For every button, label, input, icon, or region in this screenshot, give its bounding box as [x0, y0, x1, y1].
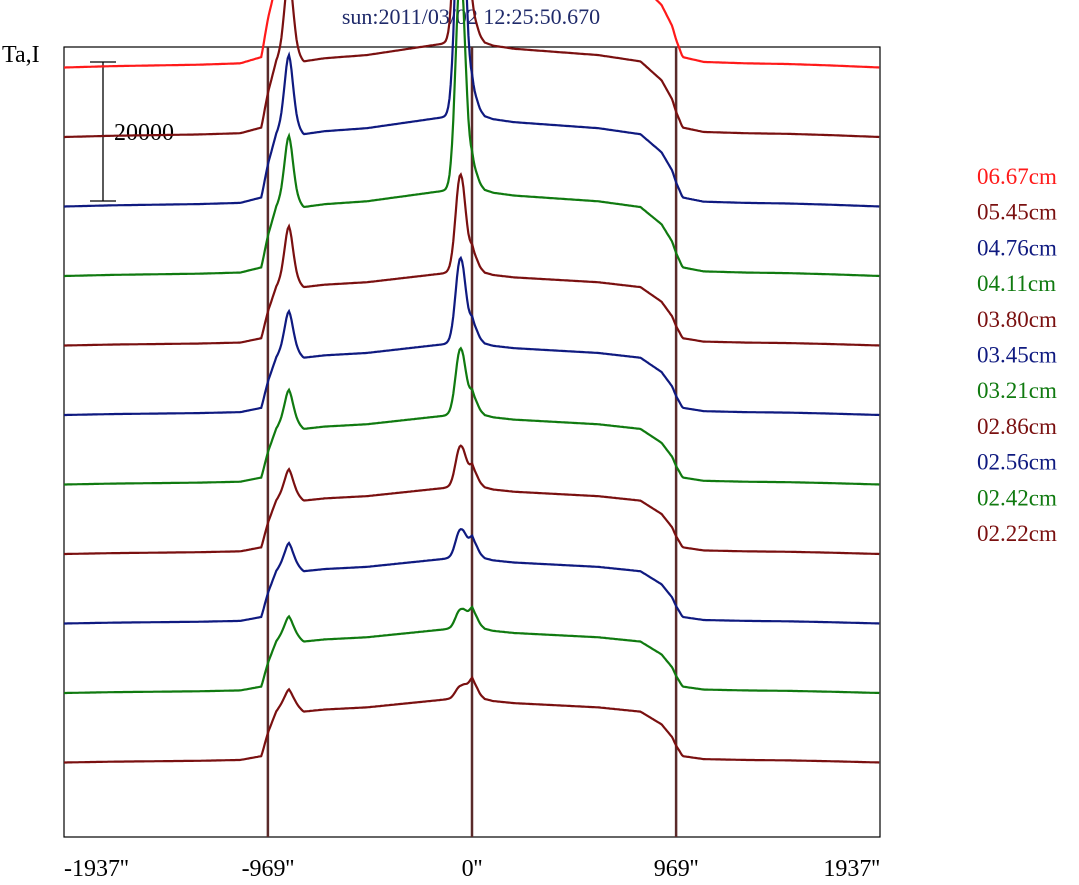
- legend-entry: 03.80cm: [977, 307, 1057, 332]
- x-tick-label: 969'': [654, 856, 699, 882]
- legend-entry: 02.56cm: [977, 450, 1057, 475]
- vertical-markers: [266, 47, 678, 837]
- legend-entry: 02.22cm: [977, 521, 1057, 546]
- legend-entry: 03.45cm: [977, 343, 1057, 368]
- series-line-04.76cm: [64, 0, 880, 208]
- x-tick-label: 1937'': [823, 856, 880, 882]
- legend-entry: 04.76cm: [977, 235, 1057, 260]
- scale-bar-label: 20000: [114, 120, 174, 146]
- legend-entry: 05.45cm: [977, 200, 1057, 225]
- series-layer: [64, 0, 880, 764]
- legend-entry: 02.42cm: [977, 485, 1057, 510]
- legend: 06.67cm 05.45cm 04.76cm 04.11cm 03.80cm 03.45…: [977, 164, 1057, 546]
- x-tick-label: -969'': [242, 856, 295, 882]
- series-line-03.45cm: [64, 255, 880, 417]
- series-line-02.22cm: [64, 675, 880, 764]
- series-line-04.11cm: [64, 0, 880, 278]
- legend-entry: 06.67cm: [977, 164, 1057, 189]
- scale-bar: 20000: [90, 61, 174, 202]
- y-axis-label: Ta,I: [2, 42, 40, 68]
- series-line-02.56cm: [64, 528, 880, 625]
- x-tick-label: -1937'': [64, 856, 129, 882]
- series-line-03.80cm: [64, 172, 880, 347]
- series-line-02.86cm: [64, 444, 880, 556]
- series-line-03.21cm: [64, 346, 880, 486]
- legend-entry: 03.21cm: [977, 378, 1057, 403]
- x-tick-labels: -1937'' -969'' 0'' 969'' 1937'': [64, 856, 880, 882]
- chart-title: sun:2011/03/02 12:25:50.670: [342, 4, 600, 29]
- legend-entry: 04.11cm: [977, 271, 1056, 296]
- series-line-05.45cm: [64, 0, 880, 139]
- series-line-02.42cm: [64, 605, 880, 695]
- legend-entry: 02.86cm: [977, 414, 1057, 439]
- series-line-06.67cm: [64, 0, 880, 69]
- x-tick-label: 0'': [462, 856, 483, 882]
